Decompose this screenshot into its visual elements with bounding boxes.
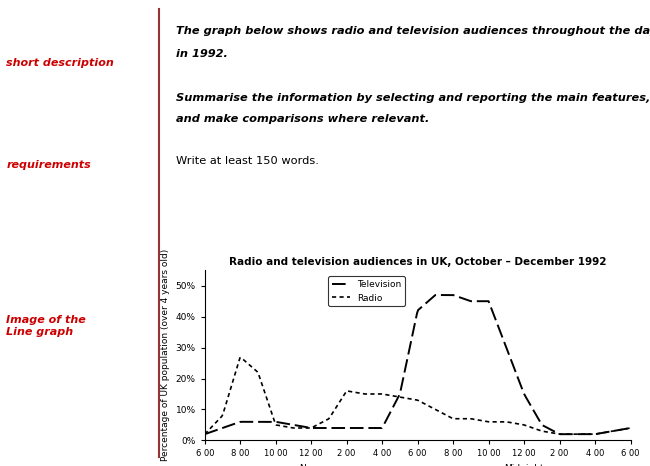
Radio [201, 432, 209, 437]
Text: The graph below shows radio and television audiences throughout the day: The graph below shows radio and televisi… [176, 26, 650, 35]
Radio [470, 417, 478, 422]
Television [201, 432, 209, 437]
Line: Radio: Radio [205, 357, 630, 434]
Text: Summarise the information by selecting and reporting the main features,: Summarise the information by selecting a… [176, 93, 650, 103]
Text: and make comparisons where relevant.: and make comparisons where relevant. [176, 114, 429, 124]
Television [470, 298, 478, 304]
Line: Television: Television [205, 295, 630, 434]
Text: Midnight: Midnight [504, 464, 544, 466]
Legend: Television, Radio: Television, Radio [328, 276, 405, 306]
Radio [237, 355, 245, 360]
Television [627, 425, 634, 431]
Television [369, 425, 377, 431]
Text: in 1992.: in 1992. [176, 49, 227, 59]
Television [339, 425, 347, 431]
Radio [341, 391, 348, 397]
Radio [627, 425, 634, 431]
Text: Image of the
Line graph: Image of the Line graph [6, 315, 86, 337]
Y-axis label: Percentage of UK population (over 4 years old): Percentage of UK population (over 4 year… [161, 249, 170, 461]
Title: Radio and television audiences in UK, October – December 1992: Radio and television audiences in UK, Oc… [229, 257, 606, 267]
Radio [512, 421, 519, 426]
Text: requirements: requirements [6, 160, 91, 171]
Radio [370, 391, 378, 397]
Television [509, 363, 517, 368]
Television [252, 419, 260, 425]
Television [512, 368, 519, 374]
Radio [253, 369, 261, 374]
Television [432, 292, 440, 298]
Text: short description: short description [6, 58, 114, 68]
Text: Noon: Noon [300, 464, 323, 466]
Radio [509, 420, 517, 426]
Text: Write at least 150 words.: Write at least 150 words. [176, 156, 318, 166]
